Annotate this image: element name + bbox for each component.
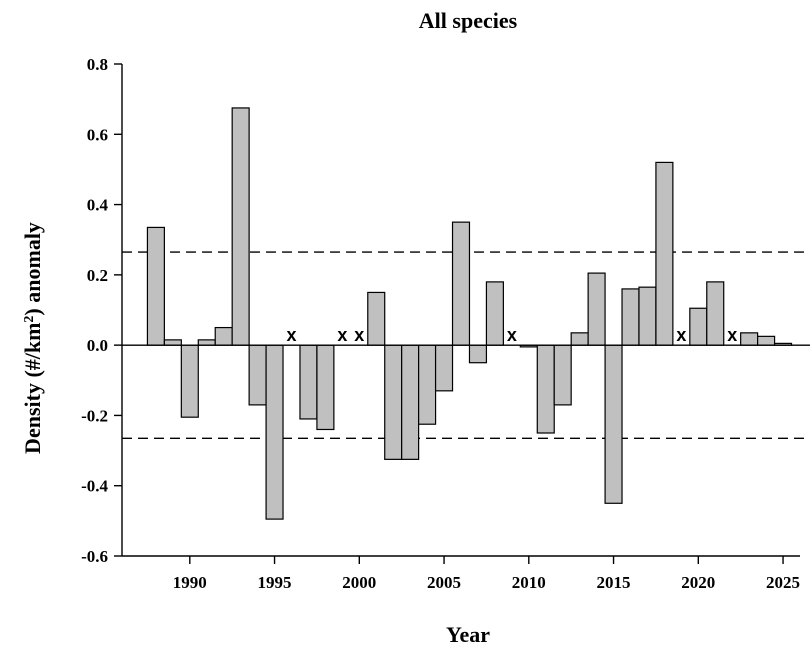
bar [740,332,759,346]
x-tick-label: 1990 [173,573,207,592]
bar [163,339,182,346]
y-tick-label: 0.0 [87,336,108,355]
bar [706,281,725,346]
y-axis-label-superscript: 2 [22,316,37,323]
y-tick-label: 0.4 [87,196,109,215]
y-tick-label: -0.6 [81,547,108,566]
bar [367,291,386,346]
bar [214,326,233,346]
y-tick-label: 0.8 [87,55,108,74]
bar [621,288,640,346]
chart-title: All species [419,8,518,33]
bar [689,307,708,346]
bar [451,221,471,346]
x-axis-label: Year [446,622,490,647]
y-tick-label: -0.2 [81,406,108,425]
bar [655,161,674,346]
x-tick-label: 2015 [597,573,631,592]
x-tick-label: 2025 [766,573,800,592]
y-axis-label-suffix: ) anomaly [20,222,45,316]
bar [418,344,437,425]
bar [604,344,623,504]
bar [570,332,589,346]
bar [146,226,165,346]
x-tick-label: 2010 [512,573,546,592]
bar [197,339,216,346]
x-tick-label: 2000 [342,573,376,592]
y-tick-label: 0.2 [87,266,108,285]
bar [231,107,250,346]
missing-year-marker: x [676,325,686,345]
y-tick-label: 0.6 [87,125,108,144]
x-tick-label: 2020 [681,573,715,592]
bar [401,344,420,460]
bar [468,344,488,364]
bar [299,344,318,420]
bar [265,344,284,520]
bar [180,344,199,418]
missing-year-marker: x [286,325,296,345]
bar [248,344,267,406]
bar [536,344,555,434]
missing-year-marker: x [507,325,517,345]
bar [757,335,776,346]
bar [587,272,606,346]
bars [146,107,793,520]
missing-year-marker: x [337,325,347,345]
x-tick-label: 2005 [427,573,461,592]
bar [553,344,572,406]
bar [316,344,335,431]
missing-year-marker: x [354,325,364,345]
x-tick-label: 1995 [258,573,292,592]
y-axis-label: Density (#/km2) anomaly [20,222,45,454]
bar [638,286,657,346]
bar [384,344,403,460]
bar [434,344,454,392]
y-tick-label: -0.4 [81,477,108,496]
missing-year-marker: x [727,325,737,345]
y-axis-label-prefix: Density (#/km [20,323,45,454]
bar [485,281,504,346]
